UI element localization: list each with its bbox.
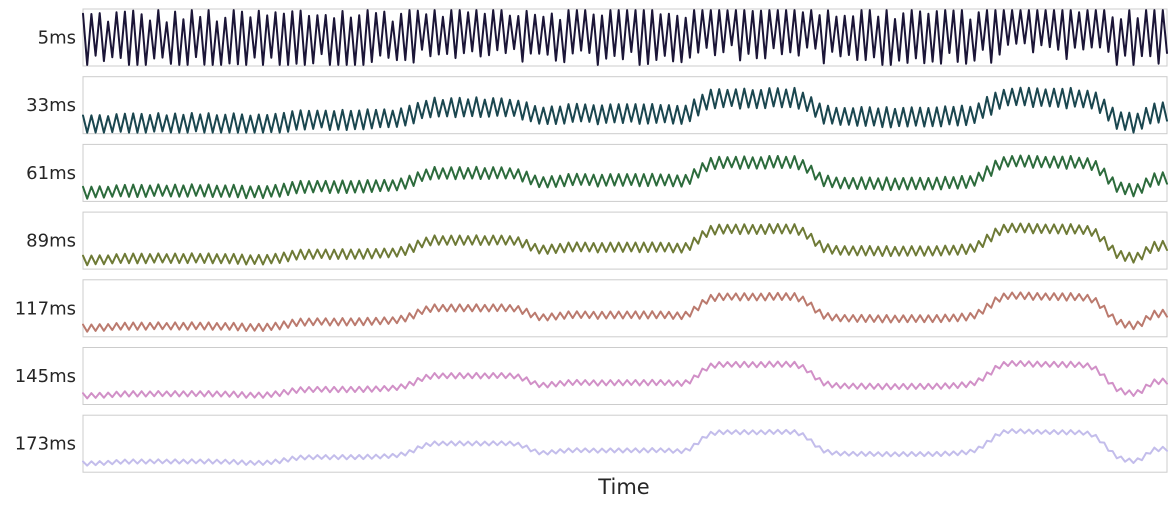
series-label-89ms: 89ms — [26, 231, 76, 252]
x-axis-label: Time — [597, 475, 649, 499]
series-line-145ms — [82, 360, 1168, 400]
panel-frame-145ms — [82, 347, 1168, 405]
panel-frame-33ms — [82, 76, 1168, 135]
series-label-145ms: 145ms — [15, 366, 76, 387]
panel-frame-117ms — [82, 279, 1168, 338]
series-line-61ms — [82, 154, 1168, 200]
series-line-173ms — [82, 428, 1168, 467]
panels: 5ms 33ms 61ms 89ms 117ms 145ms 173ms — [15, 8, 1168, 473]
series-line-33ms — [82, 86, 1168, 134]
series-label-117ms: 117ms — [15, 298, 76, 319]
series-label-61ms: 61ms — [26, 163, 76, 184]
series-line-117ms — [82, 291, 1168, 333]
series-label-5ms: 5ms — [38, 28, 76, 49]
series-label-173ms: 173ms — [15, 434, 76, 455]
series-label-33ms: 33ms — [26, 95, 76, 116]
panel-frame-89ms — [82, 211, 1168, 270]
panel-frame-61ms — [82, 143, 1168, 202]
series-line-5ms — [82, 9, 1168, 66]
series-line-89ms — [82, 222, 1168, 267]
